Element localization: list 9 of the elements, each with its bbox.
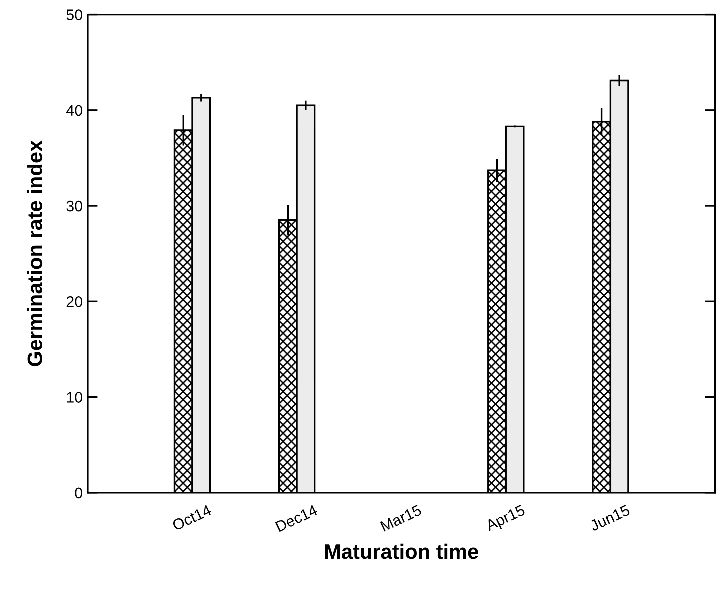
y-axis-title: Germination rate index: [27, 140, 43, 366]
y-tick-label: 30: [66, 200, 83, 212]
y-tick-label: 10: [67, 392, 83, 403]
y-tick-label: 0: [75, 488, 83, 499]
y-tick-label: 20: [66, 296, 83, 308]
x-axis-title: Maturation time: [325, 544, 478, 560]
y-tick-label: 40: [66, 105, 83, 116]
x-tick-label: Oct14: [172, 504, 212, 532]
y-tick-label: 50: [66, 10, 83, 20]
